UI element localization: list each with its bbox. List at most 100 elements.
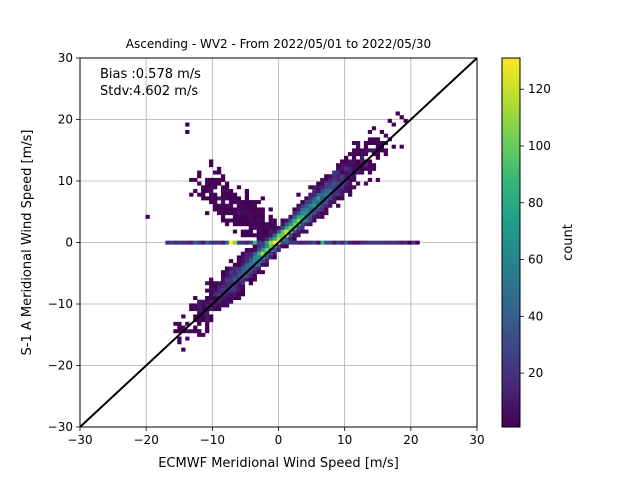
heatmap-cell [300,200,305,205]
heatmap-cell [344,159,349,164]
heatmap-cell [224,207,230,212]
heatmap-cell [216,307,222,312]
heatmap-cell [268,207,273,212]
heatmap-cell [216,292,222,297]
heatmap-cell [296,218,301,223]
heatmap-cell [248,214,253,219]
heatmap-cell [193,314,198,319]
heatmap-cell [240,214,246,219]
heatmap-cell [201,240,206,245]
heatmap-cell [220,174,226,179]
heatmap-cell [216,281,222,286]
heatmap-cell [395,111,400,116]
heatmap-cell [296,192,301,197]
heatmap-cell [284,225,289,230]
heatmap-cell [224,203,230,208]
heatmap-cell [232,214,238,219]
heatmap-cell [224,218,230,223]
heatmap-cell [296,214,301,219]
heatmap-cell [340,185,345,190]
heatmap-cell [347,159,353,164]
heatmap-cell [220,303,226,308]
heatmap-cell [344,155,349,160]
heatmap-cell [220,185,226,190]
heatmap-cell [193,240,198,245]
heatmap-cell [209,277,214,282]
heatmap-cell [256,236,261,241]
heatmap-cell [173,321,178,326]
heatmap-cell [212,192,218,197]
heatmap-cell [304,240,309,245]
heatmap-cell [224,292,230,297]
heatmap-cell [328,181,333,186]
heatmap-cell [209,163,214,168]
heatmap-cell [332,240,337,245]
heatmap-cell [248,270,253,275]
heatmap-cell [371,126,377,131]
heatmap-cell [244,196,250,201]
colorbar-ticks: 20 40 60 80 100 120 [520,82,551,380]
heatmap-cell [201,185,206,190]
heatmap-cell [248,207,253,212]
heatmap-cell [264,240,269,245]
heatmap-cell [228,259,234,264]
heatmap-cell [367,159,373,164]
heatmap-cell [332,185,337,190]
heatmap-cell [252,207,257,212]
heatmap-cell [308,222,313,227]
heatmap-cell [260,225,265,230]
heatmap-cell [240,281,246,286]
heatmap-cell [347,181,353,186]
heatmap-cell [240,266,246,271]
heatmap-cell [177,240,182,245]
heatmap-cell [336,170,341,175]
heatmap-cell [280,218,285,223]
heatmap-cell [351,155,357,160]
heatmap-cell [197,299,202,304]
heatmap-cell [236,266,242,271]
heatmap-cell [224,192,230,197]
heatmap-cell [288,218,293,223]
heatmap-cell [296,229,301,234]
heatmap-cell [260,251,265,256]
heatmap-cell [197,307,202,312]
heatmap-cell [332,192,337,197]
heatmap-cell [232,292,238,297]
heatmap-cell [312,218,317,223]
heatmap-cell [379,240,385,245]
heatmap-cell [232,192,238,197]
colorbar [501,57,521,428]
heatmap-cell [359,166,365,171]
stdv-annotation: Stdv:4.602 m/s [100,84,198,99]
heatmap-cell [212,284,218,289]
heatmap-cell [391,144,396,149]
heatmap-cell [324,203,329,208]
heatmap-cell [209,307,214,312]
heatmap-cell [236,196,242,201]
heatmap-cell [288,225,293,230]
heatmap-cell [240,284,246,289]
heatmap-cell [336,166,341,171]
heatmap-cell [205,325,210,330]
heatmap-cell [256,251,261,256]
heatmap-cell [224,277,230,282]
heatmap-cell [185,129,190,134]
heatmap-cell [197,303,202,308]
heatmap-cell [256,248,261,253]
heatmap-cell [209,200,214,205]
heatmap-cell [212,177,218,182]
heatmap-cell [228,218,234,223]
x-tick-label: −20 [134,433,159,447]
heatmap-cell [324,200,329,205]
heatmap-cell [280,240,285,245]
heatmap-cell [344,163,349,168]
heatmap-cell [220,218,226,223]
heatmap-cell [240,211,246,216]
heatmap-cell [332,181,337,186]
heatmap-cell [256,218,261,223]
heatmap-cell [272,222,277,227]
heatmap-cell [300,225,305,230]
heatmap-cell [252,266,257,271]
heatmap-cell [248,222,253,227]
heatmap-cell [375,152,381,157]
